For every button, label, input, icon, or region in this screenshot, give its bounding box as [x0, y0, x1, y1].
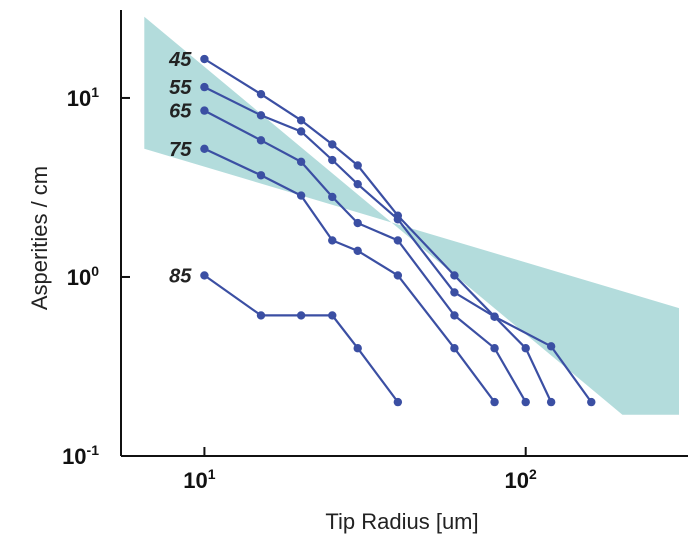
data-point [296, 311, 306, 320]
series-85 [200, 271, 403, 407]
data-point [353, 179, 362, 189]
data-point [353, 344, 362, 353]
series-label: 75 [169, 139, 192, 161]
data-point [328, 140, 337, 149]
data-point [200, 82, 209, 92]
data-point [546, 397, 556, 407]
data-point [490, 397, 499, 407]
series-line [203, 274, 399, 403]
x-tick-label: 102 [505, 466, 537, 493]
data-point [256, 111, 266, 120]
data-point [256, 89, 266, 99]
series-45 [200, 54, 596, 407]
data-point [393, 236, 403, 245]
series-label: 85 [169, 265, 192, 287]
data-point [546, 342, 556, 351]
series-line [203, 86, 553, 403]
data-point [521, 397, 530, 407]
y-tick-label: 10-1 [62, 442, 99, 469]
series-65 [200, 106, 530, 407]
series-75 [200, 144, 499, 407]
y-axis-title: Asperities / cm [27, 166, 52, 310]
data-point [490, 344, 499, 353]
series-label: 55 [169, 77, 192, 99]
data-point [353, 246, 362, 256]
series-55 [200, 82, 556, 407]
data-point [587, 397, 596, 407]
x-axis-title: Tip Radius [um] [325, 509, 478, 534]
x-tick-label: 101 [183, 466, 215, 493]
data-point [296, 157, 306, 166]
y-tick-label: 100 [67, 263, 99, 290]
series-line [203, 58, 593, 403]
data-point [393, 397, 403, 407]
data-point [200, 106, 209, 115]
confidence-band-layer [144, 16, 680, 415]
data-point [296, 191, 306, 200]
data-point [450, 288, 459, 297]
data-point [353, 218, 362, 228]
data-point [200, 54, 209, 64]
axes [120, 10, 688, 457]
data-point [490, 312, 499, 321]
data-point [328, 192, 337, 202]
series-label: 65 [169, 101, 192, 123]
series-layer [200, 54, 596, 407]
series-label: 45 [168, 49, 192, 71]
shaded-band [144, 16, 680, 415]
series-line [203, 147, 496, 403]
data-point [296, 127, 306, 136]
data-point [296, 116, 306, 125]
data-point [256, 136, 266, 145]
data-point [328, 236, 337, 245]
data-point [256, 171, 266, 180]
y-tick-label: 101 [67, 84, 99, 111]
data-point [328, 155, 337, 165]
data-point [393, 215, 403, 224]
data-point [256, 311, 266, 320]
data-point [200, 144, 209, 154]
data-point [353, 161, 362, 170]
data-point [328, 311, 337, 320]
data-point [200, 271, 209, 280]
data-point [521, 344, 530, 353]
data-point [450, 271, 459, 280]
tick-layer: 10-1 100 101 101 102 [62, 84, 537, 493]
data-point [450, 344, 459, 353]
data-point [393, 271, 403, 280]
data-point [450, 311, 459, 320]
